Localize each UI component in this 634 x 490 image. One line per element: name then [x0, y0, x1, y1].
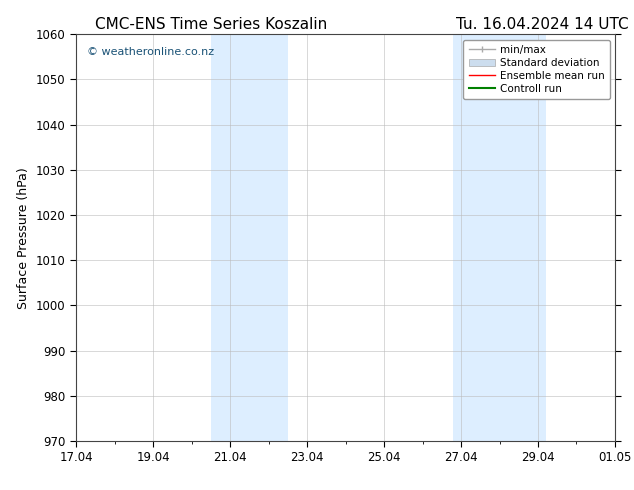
Legend: min/max, Standard deviation, Ensemble mean run, Controll run: min/max, Standard deviation, Ensemble me… — [463, 40, 610, 99]
Text: Tu. 16.04.2024 14 UTC: Tu. 16.04.2024 14 UTC — [456, 17, 629, 32]
Bar — [453, 34, 546, 441]
Text: © weatheronline.co.nz: © weatheronline.co.nz — [87, 47, 214, 56]
Bar — [210, 34, 288, 441]
Y-axis label: Surface Pressure (hPa): Surface Pressure (hPa) — [17, 167, 30, 309]
Text: CMC-ENS Time Series Koszalin: CMC-ENS Time Series Koszalin — [95, 17, 327, 32]
